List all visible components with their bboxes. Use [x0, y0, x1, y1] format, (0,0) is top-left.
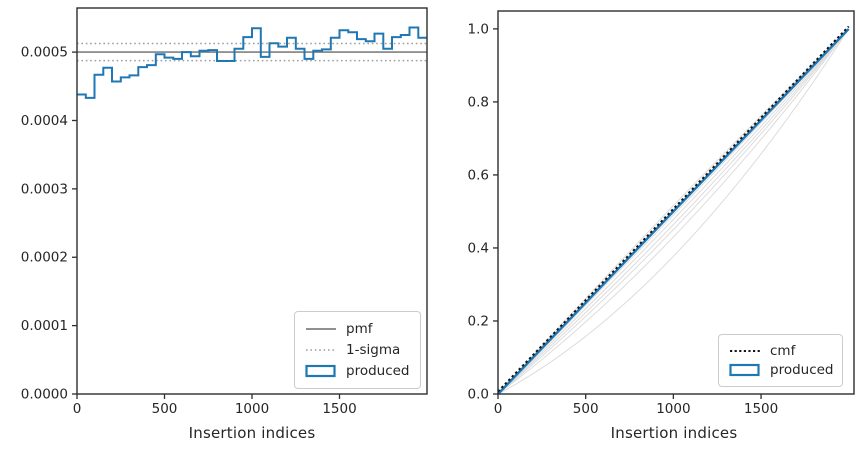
legend-label-cmf: cmf: [770, 342, 796, 359]
x-tick-label: 1500: [744, 401, 778, 417]
sample-trace: [497, 28, 850, 395]
legend-label-pmf: pmf: [346, 320, 373, 337]
y-tick-label: 0.8: [468, 94, 489, 110]
y-tick-label: 0.0001: [21, 318, 68, 334]
y-tick-label: 0.6: [468, 167, 489, 183]
sample-trace: [497, 28, 850, 395]
left-subplot: 0 500 1000 1500 0.0000 0.0001 0.0002 0.0003 0.00…: [21, 26, 427, 417]
sample-trace: [497, 28, 850, 395]
produced-box-sample: [729, 364, 760, 377]
sample-trace: [497, 28, 850, 395]
produced-cmf-line: [497, 28, 850, 395]
cmf-dotted-line: [497, 25, 850, 393]
y-tick-label: 0.0004: [21, 113, 68, 129]
x-tick-label: 1000: [656, 401, 690, 417]
y-tick-label: 0.2: [468, 313, 489, 329]
y-tick-label: 0.4: [468, 240, 489, 256]
x-tick-label: 1500: [322, 401, 356, 417]
x-tick-label: 0: [73, 401, 82, 417]
legend-entry-pmf: pmf: [305, 321, 410, 337]
x-tick-label: 0: [494, 401, 503, 417]
x-tick-label: 500: [152, 401, 178, 417]
y-tick-label: 0.0000: [21, 387, 68, 403]
y-tick-label: 0.0003: [21, 181, 68, 197]
right-axes-frame: [497, 10, 855, 395]
legend-entry-produced: produced: [305, 363, 410, 379]
produced-step-line: [77, 26, 427, 99]
legend-label-produced-right: produced: [770, 362, 834, 379]
x-tick-label: 1000: [235, 401, 269, 417]
y-tick-label: 1.0: [468, 21, 489, 37]
x-tick-label: 500: [573, 401, 599, 417]
left-legend: pmf 1-sigma produced: [294, 311, 421, 389]
sigma-dotted-line-sample: [306, 349, 336, 351]
left-axes-frame: [76, 7, 428, 395]
legend-entry-cmf: cmf: [729, 343, 832, 359]
y-tick-label: 0.0005: [21, 45, 68, 61]
produced-box-sample: [305, 365, 336, 378]
right-legend: cmf produced: [718, 334, 843, 387]
sample-trace: [497, 28, 850, 395]
legend-label-produced: produced: [346, 363, 410, 380]
legend-label-sigma: 1-sigma: [346, 341, 401, 358]
left-xaxis-label: Insertion indices: [188, 424, 316, 442]
cmf-dotted-line-sample: [730, 349, 760, 352]
y-tick-label: 0.0: [468, 387, 489, 403]
legend-entry-produced-right: produced: [729, 362, 834, 379]
y-tick-label: 0.0002: [21, 250, 68, 266]
pmf-line-sample: [306, 327, 336, 330]
right-xaxis-label: Insertion indices: [610, 424, 738, 442]
legend-entry-sigma: 1-sigma: [305, 342, 410, 358]
right-subplot: 0 500 1000 1500 0.0 0.2 0.4 0.6 0.8 1.0: [468, 21, 850, 417]
